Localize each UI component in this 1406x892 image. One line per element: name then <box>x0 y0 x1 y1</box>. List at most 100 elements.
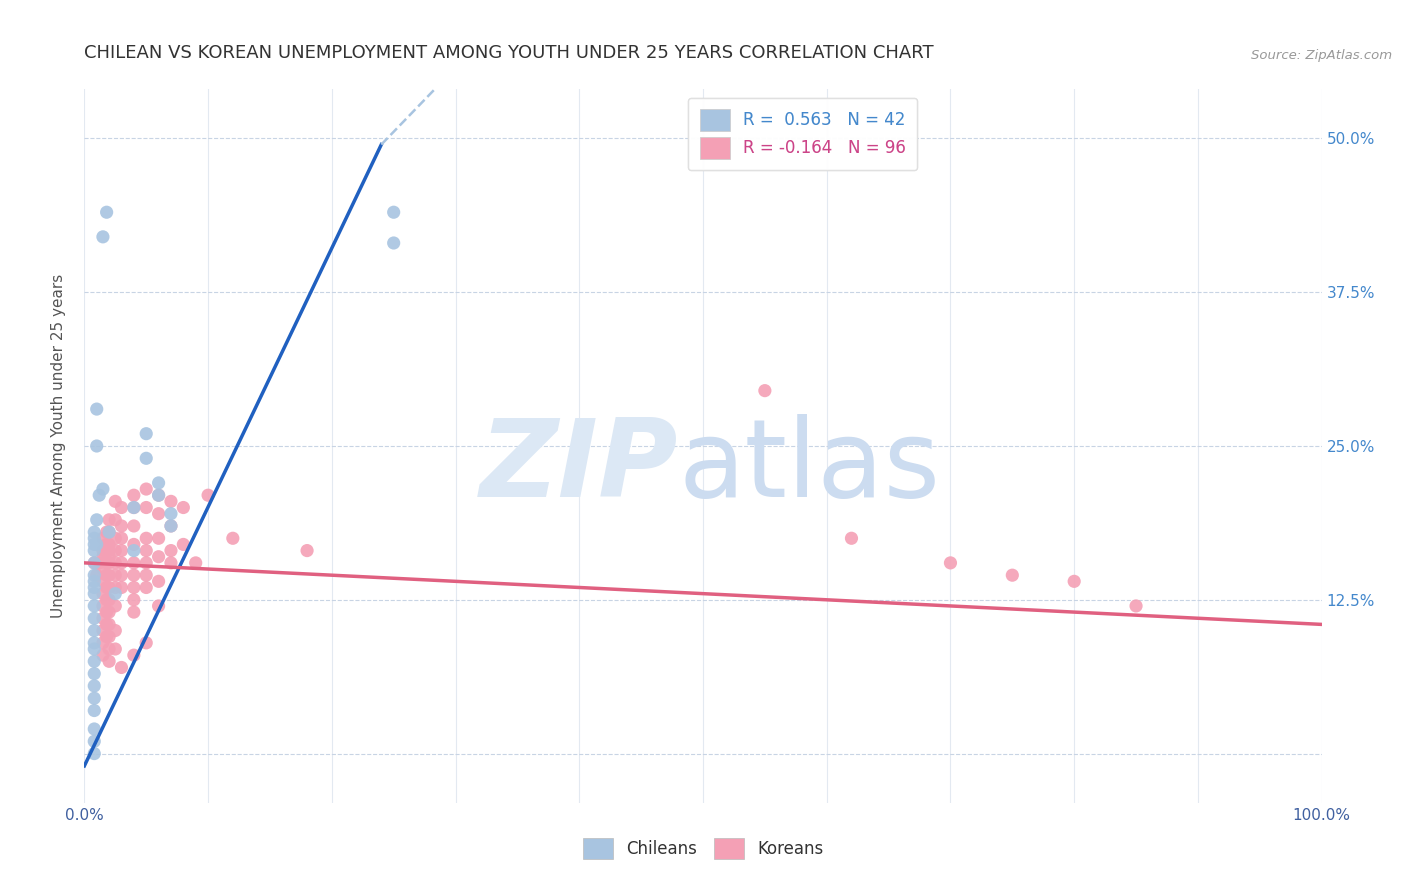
Point <box>122 500 145 515</box>
Point <box>96 630 118 644</box>
Point <box>160 556 183 570</box>
Point <box>197 488 219 502</box>
Point <box>83 525 105 540</box>
Point <box>382 205 405 219</box>
Point <box>1001 568 1024 582</box>
Point <box>98 605 121 619</box>
Point <box>184 556 207 570</box>
Point <box>83 556 105 570</box>
Point <box>160 519 183 533</box>
Point <box>148 488 170 502</box>
Point <box>104 624 127 638</box>
Point <box>104 599 127 613</box>
Point <box>382 235 405 250</box>
Point <box>110 543 132 558</box>
Point <box>110 556 132 570</box>
Point <box>148 574 170 589</box>
Point <box>83 642 105 657</box>
Point <box>104 543 127 558</box>
Point <box>83 556 105 570</box>
Point <box>1063 574 1085 589</box>
Point <box>83 747 105 761</box>
Point <box>91 482 114 496</box>
Point <box>98 630 121 644</box>
Point <box>148 488 170 502</box>
Point <box>83 531 105 545</box>
Point <box>83 666 105 681</box>
Point <box>91 574 114 589</box>
Text: Source: ZipAtlas.com: Source: ZipAtlas.com <box>1251 49 1392 62</box>
Point <box>98 617 121 632</box>
Point <box>96 581 118 595</box>
Point <box>122 605 145 619</box>
Point <box>91 543 114 558</box>
Point <box>939 556 962 570</box>
Point <box>83 734 105 748</box>
Point <box>98 592 121 607</box>
Point <box>83 543 105 558</box>
Point <box>89 488 111 502</box>
Point <box>172 537 194 551</box>
Point <box>91 562 114 576</box>
Point <box>110 581 132 595</box>
Point <box>98 654 121 668</box>
Point <box>110 660 132 674</box>
Point <box>96 205 118 219</box>
Legend: R =  0.563   N = 42, R = -0.164   N = 96: R = 0.563 N = 42, R = -0.164 N = 96 <box>688 97 917 170</box>
Legend: Chileans, Koreans: Chileans, Koreans <box>576 831 830 866</box>
Point <box>83 587 105 601</box>
Point <box>135 531 157 545</box>
Point <box>83 581 105 595</box>
Point <box>160 507 183 521</box>
Point <box>122 543 145 558</box>
Point <box>96 605 118 619</box>
Point <box>160 519 183 533</box>
Point <box>148 507 170 521</box>
Point <box>98 581 121 595</box>
Point <box>122 648 145 662</box>
Point <box>98 642 121 657</box>
Point <box>83 654 105 668</box>
Point <box>104 531 127 545</box>
Point <box>110 531 132 545</box>
Text: atlas: atlas <box>678 415 941 520</box>
Point <box>148 531 170 545</box>
Point <box>83 636 105 650</box>
Point <box>98 568 121 582</box>
Point <box>86 537 108 551</box>
Point <box>83 691 105 706</box>
Point <box>83 599 105 613</box>
Point <box>83 679 105 693</box>
Point <box>110 500 132 515</box>
Point <box>135 451 157 466</box>
Point <box>104 556 127 570</box>
Point <box>96 525 118 540</box>
Point <box>172 500 194 515</box>
Point <box>91 636 114 650</box>
Point <box>135 568 157 582</box>
Point <box>122 500 145 515</box>
Point <box>96 568 118 582</box>
Point <box>91 549 114 564</box>
Point <box>96 592 118 607</box>
Point <box>98 525 121 540</box>
Point <box>98 513 121 527</box>
Point <box>104 568 127 582</box>
Point <box>135 482 157 496</box>
Point <box>135 500 157 515</box>
Point <box>86 439 108 453</box>
Point <box>91 611 114 625</box>
Point <box>83 704 105 718</box>
Point <box>104 513 127 527</box>
Point <box>83 722 105 736</box>
Point <box>91 531 114 545</box>
Text: CHILEAN VS KOREAN UNEMPLOYMENT AMONG YOUTH UNDER 25 YEARS CORRELATION CHART: CHILEAN VS KOREAN UNEMPLOYMENT AMONG YOU… <box>84 45 934 62</box>
Point <box>91 599 114 613</box>
Point <box>135 636 157 650</box>
Point <box>104 587 127 601</box>
Point <box>91 624 114 638</box>
Point <box>83 624 105 638</box>
Point <box>98 537 121 551</box>
Point <box>98 525 121 540</box>
Point <box>104 642 127 657</box>
